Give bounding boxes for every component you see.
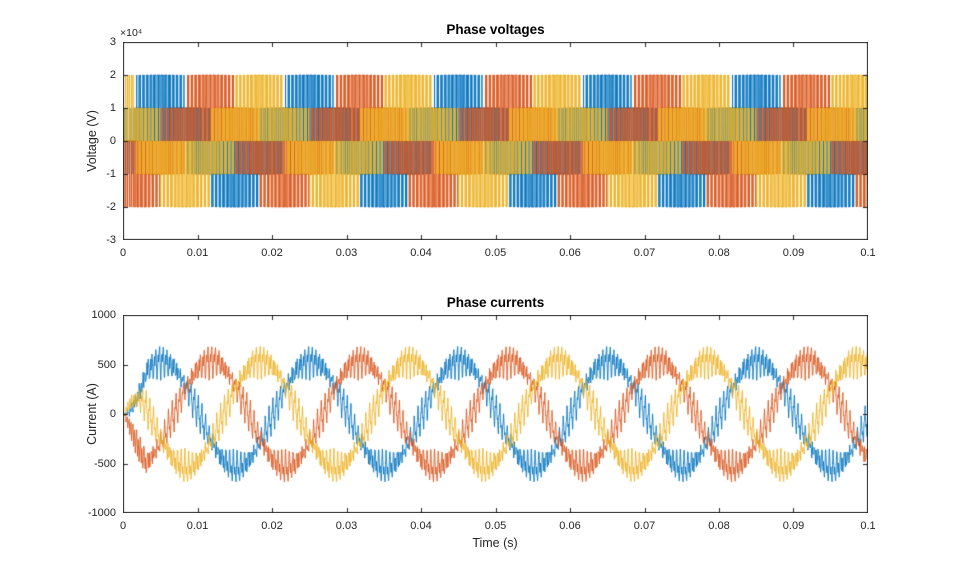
y-tick-label: -1000 <box>87 507 116 519</box>
x-tick-label: 0.01 <box>186 520 209 532</box>
x-tick-label: 0.03 <box>335 247 358 259</box>
y-tick-label: 500 <box>97 358 116 371</box>
x-tick-label: 0.02 <box>261 520 283 532</box>
x-tick-label: 0.07 <box>633 247 656 259</box>
y-tick-label: 3 <box>109 36 116 48</box>
x-tick-label: 0.06 <box>559 247 581 259</box>
x-tick-label: 0 <box>119 247 127 259</box>
y-tick-label: 2 <box>109 69 116 81</box>
x-tick-label: 0.07 <box>633 520 656 532</box>
x-tick-label: 0.04 <box>410 520 432 532</box>
current-plot-canvas <box>123 315 868 513</box>
y-tick-label: -1 <box>106 168 116 180</box>
x-tick-label: 0.09 <box>782 247 805 259</box>
x-tick-label: 0.06 <box>559 520 581 532</box>
x-tick-label: 0 <box>119 520 127 532</box>
voltage-plot-canvas <box>123 42 868 240</box>
y-tick-label: 1000 <box>91 309 116 321</box>
x-tick-label: 0.1 <box>860 520 876 532</box>
x-tick-label: 0.08 <box>708 247 730 259</box>
x-tick-label: 0.01 <box>186 247 209 259</box>
x-tick-label: 0.05 <box>484 520 507 532</box>
y-tick-label: 1 <box>109 102 116 114</box>
x-tick-label: 0.09 <box>782 520 805 532</box>
x-tick-label: 0.1 <box>860 247 876 259</box>
x-tick-label: 0.04 <box>410 247 432 259</box>
x-tick-label: 0.08 <box>708 520 730 532</box>
y-tick-label: -3 <box>106 234 116 246</box>
x-tick-label: 0.02 <box>261 247 283 259</box>
y-tick-label: -500 <box>93 457 116 470</box>
y-tick-label: -2 <box>106 201 116 213</box>
time-x-axis-label: Time (s) <box>472 536 518 550</box>
y-tick-label: 0 <box>109 408 116 420</box>
x-tick-label: 0.05 <box>484 247 507 259</box>
voltage-plot-title: Phase voltages <box>446 22 545 37</box>
current-plot-title: Phase currents <box>446 295 545 310</box>
x-tick-label: 0.03 <box>335 520 358 532</box>
y-tick-label: 0 <box>109 135 116 147</box>
voltage-y-exponent-label: ×10⁴ <box>120 27 143 39</box>
